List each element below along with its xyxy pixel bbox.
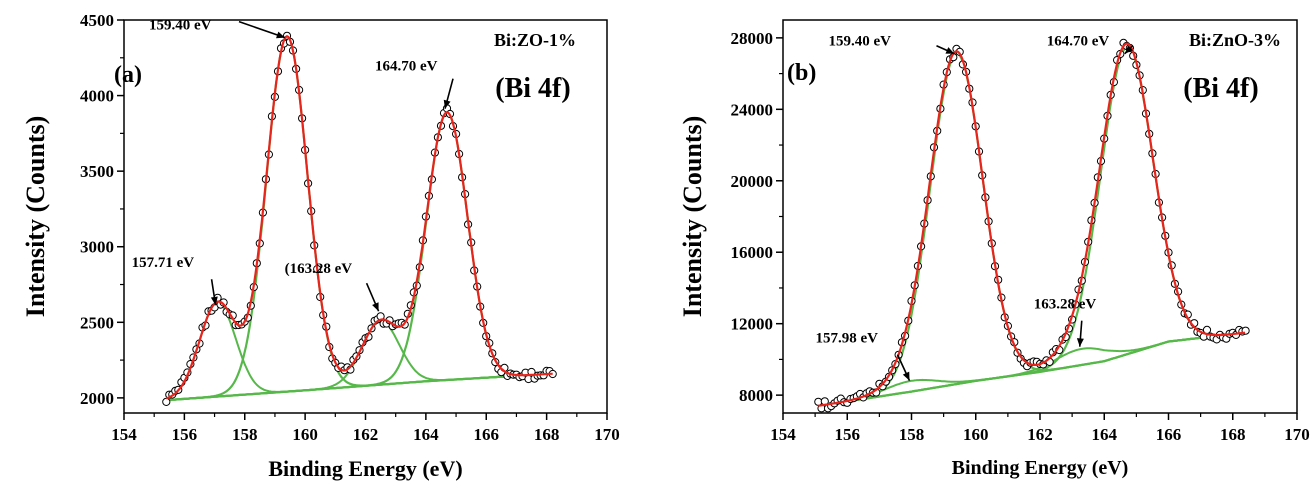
- x-tick-label: 158: [232, 425, 258, 444]
- panel-b-label: (b): [787, 60, 816, 86]
- panel-a-y-axis-label: Intensity (Counts): [21, 116, 50, 318]
- peak-annotation: 164.70 eV: [1047, 34, 1110, 50]
- panel-a-sample-label: Bi:ZO-1%: [494, 30, 576, 50]
- panel-a: 154 156 158 160 162 164 166 168 170 2000 2500 3000…: [21, 11, 620, 481]
- y-tick-label: 28000: [731, 29, 774, 48]
- x-tick-label: 166: [474, 425, 500, 444]
- panel-a-annotations: 159.40 eV 164.70 eV 157.71 eV (163.28 eV: [132, 18, 454, 312]
- annotation-arrowhead: [276, 31, 286, 39]
- y-tick-label: 2500: [80, 313, 114, 332]
- x-tick-label: 156: [835, 425, 861, 444]
- panel-b-components: [818, 45, 1246, 407]
- annotation-arrowhead: [902, 371, 910, 381]
- data-point: [162, 397, 171, 406]
- x-tick-label: 170: [594, 425, 620, 444]
- annotation-arrowhead: [443, 99, 451, 109]
- panel-a-core-level: (Bi 4f): [495, 73, 570, 104]
- component-peak: [818, 52, 1246, 407]
- x-tick-label: 162: [1027, 425, 1053, 444]
- peak-annotation: 159.40 eV: [149, 18, 212, 34]
- x-tick-label: 166: [1156, 425, 1182, 444]
- peak-annotation: 157.71 eV: [132, 255, 195, 271]
- x-tick-label: 158: [899, 425, 925, 444]
- y-tick-label: 8000: [739, 386, 773, 405]
- peak-annotation: 159.40 eV: [828, 34, 891, 50]
- y-tick-label: 20000: [731, 172, 774, 191]
- annotation-arrowhead: [1076, 338, 1084, 347]
- panel-a-x-axis-label: Binding Energy (eV): [268, 456, 462, 481]
- x-tick-label: 154: [111, 425, 137, 444]
- panel-b-sample-label: Bi:ZnO-3%: [1189, 30, 1281, 50]
- x-tick-label: 156: [172, 425, 198, 444]
- panel-a-envelope: [165, 35, 553, 400]
- envelope-fit: [818, 42, 1246, 407]
- annotation-arrowhead: [210, 296, 218, 306]
- y-tick-label: 24000: [731, 100, 774, 119]
- panel-b: 154 156 158 160 162 164 166 168 170 8000 12000 160…: [678, 19, 1310, 479]
- x-tick-label: 164: [413, 425, 439, 444]
- x-tick-label: 162: [353, 425, 379, 444]
- y-tick-label: 16000: [731, 243, 774, 262]
- envelope-fit: [165, 35, 553, 400]
- peak-annotation: (163.28 eV: [285, 261, 353, 277]
- x-tick-label: 170: [1284, 425, 1310, 444]
- annotation-arrowhead: [1124, 45, 1134, 54]
- component-peak: [818, 45, 1246, 407]
- panel-b-envelope: [818, 42, 1246, 407]
- y-tick-label: 12000: [731, 315, 774, 334]
- x-tick-label: 168: [534, 425, 560, 444]
- panel-b-core-level: (Bi 4f): [1183, 73, 1258, 104]
- y-tick-label: 4000: [80, 87, 114, 106]
- panel-a-x-ticks: 154 156 158 160 162 164 166 168 170: [111, 413, 620, 444]
- x-tick-label: 160: [963, 425, 989, 444]
- panel-b-y-axis-label: Intensity (Counts): [678, 116, 707, 318]
- peak-annotation: 157.98 eV: [816, 331, 879, 347]
- panel-a-label: (a): [114, 62, 142, 88]
- panel-b-annotations: 159.40 eV 164.70 eV 163.28 eV 157.98 eV: [816, 34, 1134, 381]
- annotation-arrowhead: [945, 47, 955, 54]
- x-tick-label: 164: [1092, 425, 1118, 444]
- panel-b-y-ticks: 8000 12000 16000 20000 24000 28000: [731, 29, 783, 405]
- y-tick-label: 4500: [80, 11, 114, 30]
- panel-a-y-ticks: 2000 2500 3000 3500 4000 4500: [80, 11, 124, 408]
- annotation-arrowhead: [372, 302, 379, 312]
- component-peak: [818, 331, 1246, 407]
- peak-annotation: 163.28 eV: [1034, 297, 1097, 313]
- component-peak: [818, 331, 1246, 407]
- x-tick-label: 160: [292, 425, 318, 444]
- x-tick-label: 154: [770, 425, 796, 444]
- background-line: [818, 331, 1246, 407]
- peak-annotation: 164.70 eV: [375, 59, 438, 75]
- panel-b-x-axis-label: Binding Energy (eV): [952, 457, 1129, 479]
- y-tick-label: 2000: [80, 389, 114, 408]
- x-tick-label: 168: [1220, 425, 1246, 444]
- y-tick-label: 3000: [80, 238, 114, 257]
- panel-b-x-ticks: 154 156 158 160 162 164 166 168 170: [770, 413, 1310, 444]
- y-tick-label: 3500: [80, 162, 114, 181]
